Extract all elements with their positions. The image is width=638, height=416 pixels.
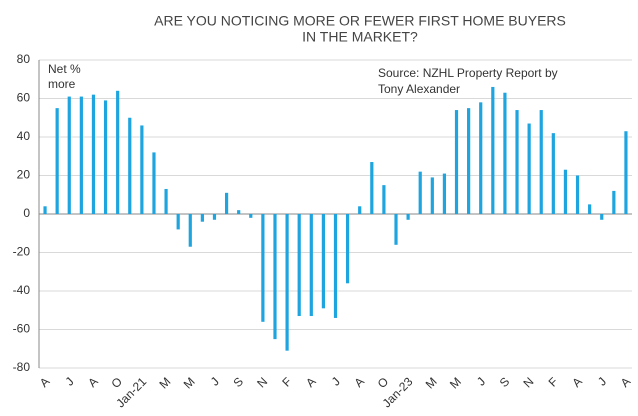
y-tick-label: 20 (17, 168, 31, 182)
bar (406, 214, 410, 220)
bar (430, 177, 434, 214)
bar (563, 169, 568, 214)
bar (55, 108, 59, 214)
x-tick-label: M (181, 374, 198, 391)
x-tick-label: O (375, 374, 392, 391)
y-tick-label: 40 (17, 129, 31, 143)
bar (224, 192, 229, 214)
x-tick-label: J (595, 374, 609, 388)
chart-title: IN THE MARKET? (302, 29, 418, 45)
bar (442, 173, 447, 214)
bar (454, 110, 459, 214)
bar (212, 214, 217, 220)
annotation: more (48, 77, 76, 91)
bar (43, 206, 47, 214)
bar (152, 152, 156, 214)
x-tick-label: J (62, 374, 76, 388)
bar (200, 214, 204, 222)
x-tick-label: A (569, 374, 585, 390)
x-tick-label: O (109, 374, 126, 391)
x-tick-label: A (618, 374, 634, 390)
bar (273, 214, 277, 340)
bar (346, 214, 350, 284)
bar (321, 214, 325, 309)
bar (91, 94, 96, 214)
x-tick-label: J (474, 374, 488, 388)
bar (370, 162, 374, 214)
x-tick-label: N (254, 374, 270, 390)
x-tick-label: S (497, 374, 513, 390)
x-tick-label: A (85, 374, 101, 390)
x-tick-label: F (279, 374, 294, 389)
bar (575, 175, 580, 214)
bar (309, 214, 313, 317)
bar (394, 214, 398, 245)
bar (128, 117, 132, 214)
bar (588, 204, 592, 214)
x-tick-label: A (352, 374, 368, 390)
bar (237, 210, 241, 214)
annotation: Tony Alexander (378, 82, 460, 96)
bar (515, 110, 519, 214)
y-tick-label: -60 (13, 322, 31, 336)
x-tick-label: N (520, 374, 536, 390)
x-tick-label: M (447, 374, 464, 391)
bar (116, 90, 120, 214)
bar (418, 171, 422, 214)
bar (103, 100, 108, 214)
bar (358, 206, 362, 214)
chart-title: ARE YOU NOTICING MORE OR FEWER FIRST HOM… (154, 13, 566, 29)
bar (382, 185, 386, 214)
bar (164, 188, 168, 214)
bar (551, 133, 555, 214)
x-tick-label: M (156, 374, 173, 391)
x-tick-label: M (423, 374, 440, 391)
bar (176, 214, 180, 230)
annotation: Source: NZHL Property Report by (378, 66, 558, 80)
bar (79, 96, 83, 214)
y-tick-label: 80 (17, 52, 31, 66)
y-tick-label: 0 (23, 206, 30, 220)
bar (467, 108, 471, 214)
x-tick-label: S (230, 374, 246, 390)
y-tick-label: -40 (13, 283, 31, 297)
bar (624, 131, 628, 214)
bar (297, 214, 301, 317)
y-tick-label: 60 (17, 91, 31, 105)
bar (612, 190, 616, 214)
bar (140, 125, 144, 214)
bar (285, 214, 289, 351)
bar (67, 96, 71, 214)
bar (188, 214, 192, 247)
x-tick-label: J (208, 374, 222, 388)
bar (261, 214, 265, 322)
x-tick-label: F (546, 374, 561, 389)
bar (491, 86, 495, 214)
bar (600, 214, 604, 220)
x-tick-label: A (303, 374, 319, 390)
x-tick-label: J (329, 374, 343, 388)
annotation: Net % (48, 62, 81, 76)
y-tick-label: -20 (13, 245, 31, 259)
bar (333, 214, 338, 318)
bar (503, 92, 507, 214)
x-tick-label: A (37, 374, 53, 390)
bar (527, 123, 531, 214)
y-tick-label: -80 (13, 360, 31, 374)
bar (249, 214, 253, 218)
bar (539, 110, 543, 214)
bar (479, 102, 483, 214)
